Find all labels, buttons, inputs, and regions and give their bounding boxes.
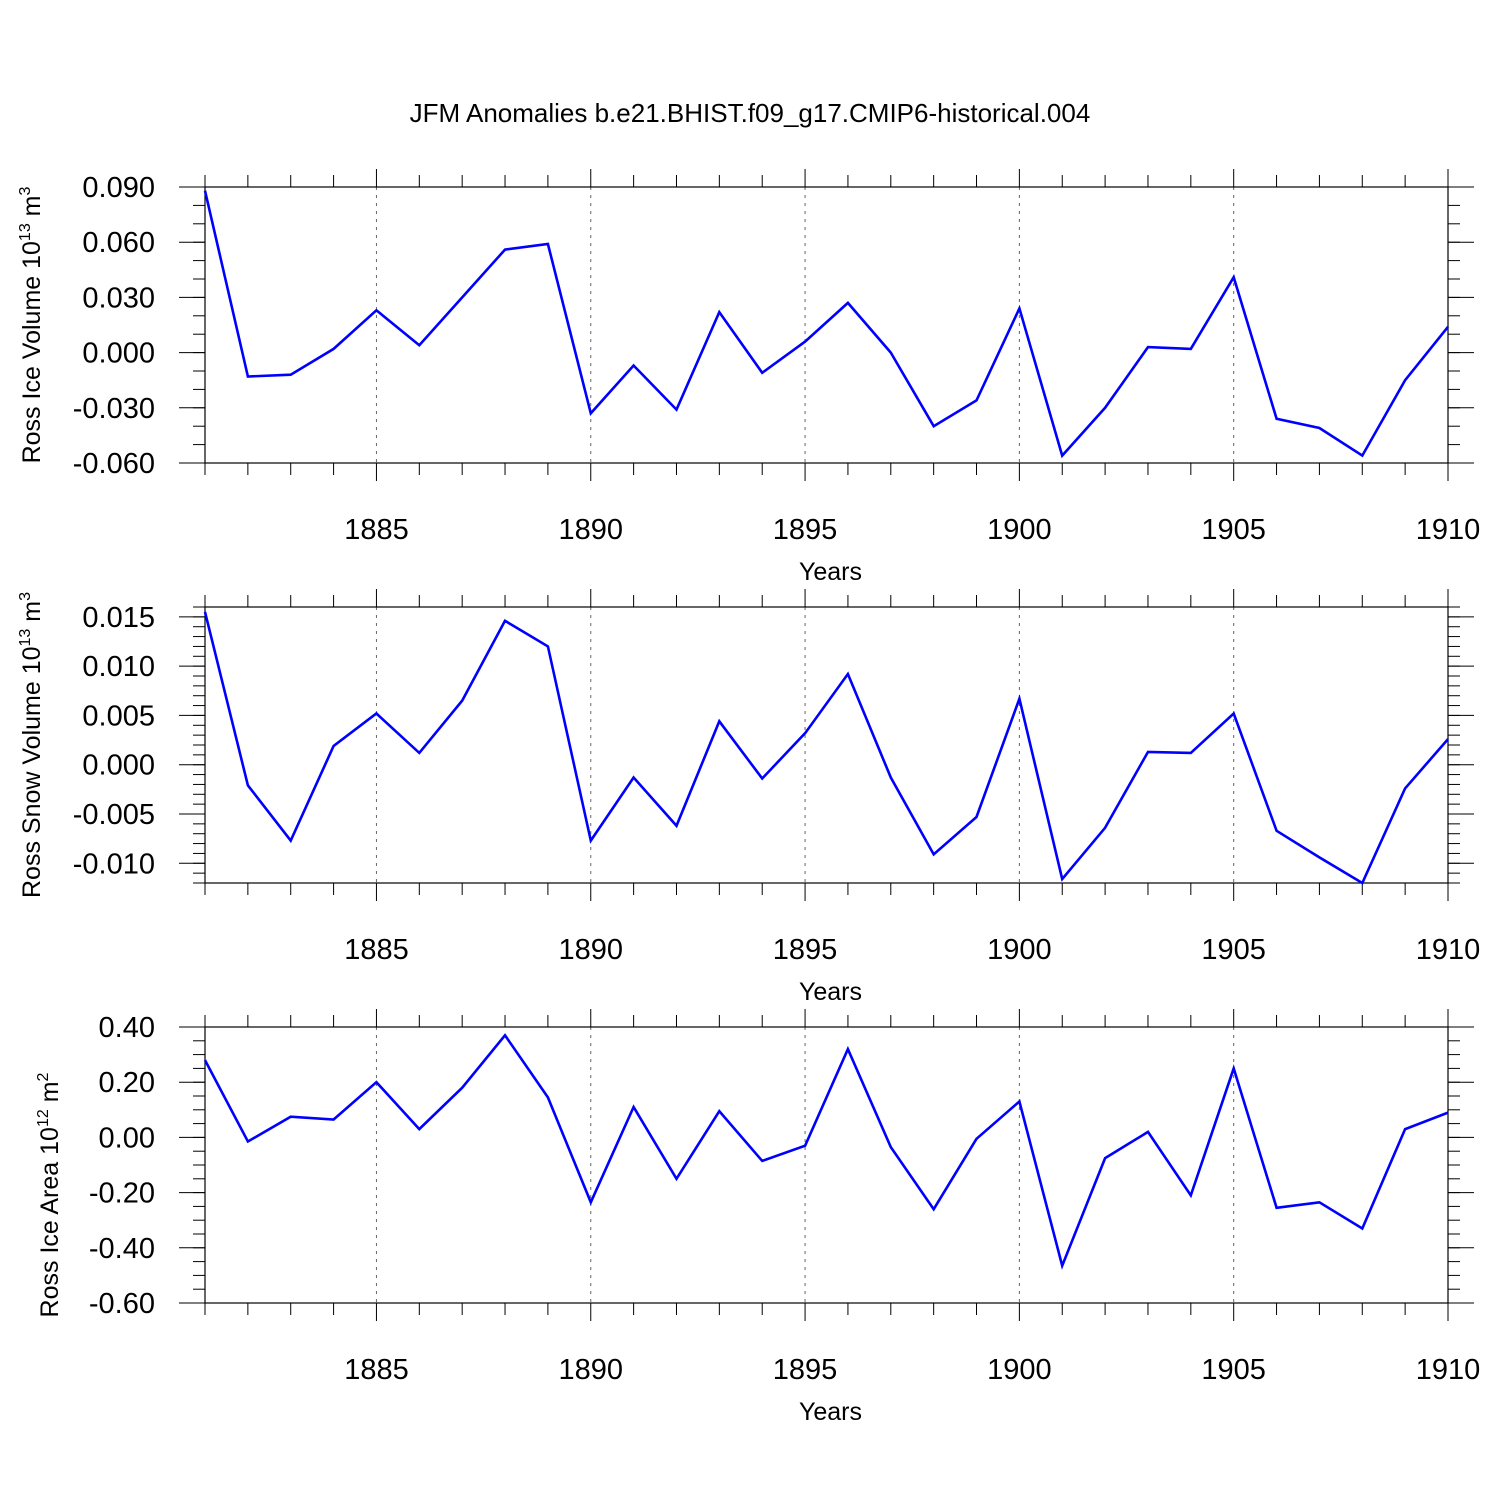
x-tick-label: 1905 <box>1201 514 1266 546</box>
series-line <box>203 1033 1449 1270</box>
x-tick-label: 1900 <box>987 1354 1052 1386</box>
series-line <box>203 190 1450 459</box>
y-tick-label: 0.000 <box>82 338 155 370</box>
x-tick-label: 1890 <box>559 1354 624 1386</box>
x-tick-label: 1885 <box>344 1354 409 1386</box>
figure-title: JFM Anomalies b.e21.BHIST.f09_g17.CMIP6-… <box>409 98 1091 128</box>
y-tick-label: 0.015 <box>82 602 155 634</box>
y-tick-label: -0.030 <box>73 393 155 425</box>
x-tick-label: 1905 <box>1201 1354 1266 1386</box>
x-axis-label: Years <box>799 1398 862 1426</box>
y-tick-label: -0.20 <box>89 1178 155 1210</box>
y-tick-label: -0.005 <box>73 799 155 831</box>
y-tick-label: 0.00 <box>99 1122 155 1154</box>
x-tick-label: 1910 <box>1416 514 1481 546</box>
x-tick-label: 1900 <box>987 934 1052 966</box>
x-tick-label: 1910 <box>1416 1354 1481 1386</box>
y-tick-label: 0.090 <box>82 172 155 204</box>
y-axis-label: Ross Ice Area 1012 m2 <box>35 1072 64 1317</box>
y-tick-label: 0.010 <box>82 651 155 683</box>
y-tick-label: 0.030 <box>82 282 155 314</box>
series-line <box>203 611 1449 885</box>
x-tick-label: 1895 <box>773 514 838 546</box>
x-tick-label: 1885 <box>344 514 409 546</box>
x-tick-label: 1900 <box>987 514 1052 546</box>
y-tick-label: -0.010 <box>73 848 155 880</box>
x-tick-label: 1885 <box>344 934 409 966</box>
x-tick-label: 1890 <box>559 934 624 966</box>
x-tick-label: 1895 <box>773 1354 838 1386</box>
x-tick-label: 1895 <box>773 934 838 966</box>
x-tick-label: 1905 <box>1201 934 1266 966</box>
y-tick-label: 0.20 <box>99 1067 155 1099</box>
y-tick-label: 0.060 <box>82 227 155 259</box>
y-tick-label: -0.060 <box>73 448 155 480</box>
x-axis-label: Years <box>799 978 862 1006</box>
plot-frame <box>204 186 1449 464</box>
x-axis-label: Years <box>799 558 862 586</box>
chart-panel-1: 1885 1890 1895 1900 1905 1910 Years 0.090 0.060 0… <box>17 169 1480 586</box>
plot-frame <box>204 606 1449 884</box>
plot-frame <box>204 1026 1449 1304</box>
y-tick-label: 0.40 <box>99 1012 155 1044</box>
x-tick-label: 1910 <box>1416 934 1481 966</box>
x-tick-label: 1890 <box>559 514 624 546</box>
y-axis-label: Ross Ice Volume 1013 m3 <box>17 186 46 463</box>
chart-panel-2: 1885 1890 1895 1900 1905 1910 Years 0.015 0.010 0… <box>17 589 1480 1006</box>
y-tick-label: -0.40 <box>89 1233 155 1265</box>
y-axis-label: Ross Snow Volume 1013 m3 <box>17 592 46 898</box>
chart-panel-3: 1885 1890 1895 1900 1905 1910 Years 0.40 0.20 0.0… <box>35 1009 1480 1426</box>
y-tick-label: 0.005 <box>82 700 155 732</box>
y-tick-label: 0.000 <box>82 750 155 782</box>
y-tick-label: -0.60 <box>89 1288 155 1320</box>
